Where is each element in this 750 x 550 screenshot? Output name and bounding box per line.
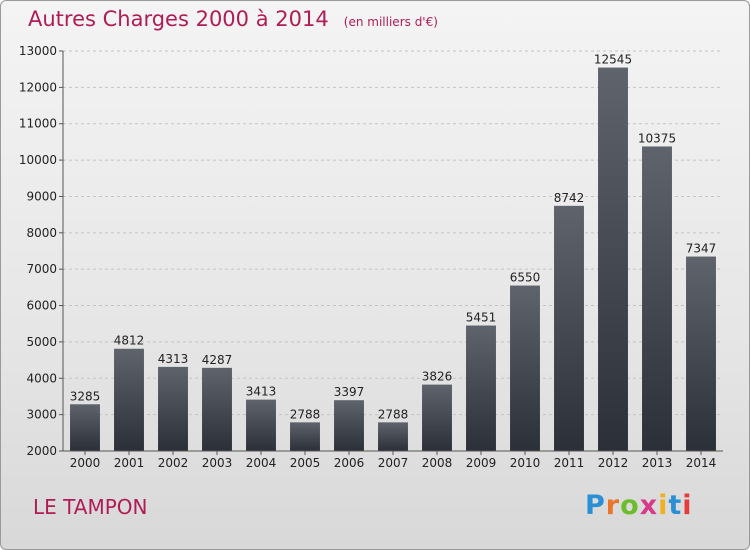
y-tick-label: 7000	[26, 262, 57, 276]
bar	[598, 67, 628, 451]
value-label: 12545	[594, 53, 632, 67]
bar	[202, 367, 232, 451]
y-tick-label: 12000	[19, 80, 57, 94]
proxiti-logo: Proxiti	[585, 490, 693, 521]
value-label: 8742	[554, 191, 585, 205]
chart-title: Autres Charges 2000 à 2014	[28, 7, 329, 31]
value-label: 3397	[334, 385, 365, 399]
x-tick-label: 2007	[378, 456, 409, 470]
bar	[510, 285, 540, 451]
bar	[554, 205, 584, 451]
logo-letter: i	[658, 490, 669, 521]
x-tick-label: 2004	[246, 456, 277, 470]
value-label: 3826	[422, 370, 453, 384]
value-label: 5451	[466, 311, 497, 325]
bar	[114, 348, 144, 451]
y-axis-ticks: 2000 3000 4000 5000 6000 7000 8000 9000 10000 110…	[19, 44, 63, 458]
x-tick-label: 2003	[202, 456, 233, 470]
logo-letter: P	[585, 490, 606, 521]
bar	[686, 256, 716, 451]
bar	[158, 366, 188, 451]
x-tick-label: 2011	[554, 456, 585, 470]
axes	[62, 51, 723, 452]
y-tick-label: 2000	[26, 444, 57, 458]
x-tick-label: 2006	[334, 456, 365, 470]
value-labels: 3285 4812 4313 4287 3413 2788 3397 2788 3826 5451…	[70, 53, 717, 422]
y-tick-label: 10000	[19, 153, 57, 167]
x-tick-label: 2012	[598, 456, 629, 470]
value-label: 10375	[638, 131, 676, 145]
bar	[422, 384, 452, 451]
value-label: 7347	[686, 242, 717, 256]
bars	[70, 67, 716, 452]
y-tick-label: 11000	[19, 117, 57, 131]
logo-letter: r	[605, 490, 621, 521]
y-tick-label: 6000	[26, 299, 57, 313]
y-tick-label: 5000	[26, 335, 57, 349]
logo-letter: x	[639, 490, 659, 521]
logo-letter: i	[682, 490, 693, 521]
y-tick-label: 4000	[26, 371, 57, 385]
commune-name: LE TAMPON	[33, 495, 148, 519]
y-tick-label: 8000	[26, 226, 57, 240]
x-tick-label: 2005	[290, 456, 321, 470]
bar	[334, 400, 364, 451]
chart-unit: (en milliers d'€)	[343, 15, 438, 29]
y-tick-label: 13000	[19, 44, 57, 58]
value-label: 6550	[510, 271, 541, 285]
logo-letter: t	[668, 490, 683, 521]
value-label: 4287	[202, 353, 233, 367]
x-tick-label: 2010	[510, 456, 541, 470]
value-label: 4812	[114, 334, 145, 348]
x-tick-label: 2002	[158, 456, 189, 470]
value-label: 2788	[290, 407, 321, 421]
x-tick-label: 2013	[642, 456, 673, 470]
y-tick-label: 3000	[26, 408, 57, 422]
chart-title-block: Autres Charges 2000 à 2014 (en milliers …	[28, 7, 438, 31]
y-tick-label: 9000	[26, 189, 57, 203]
logo-letter: o	[620, 490, 640, 521]
bar	[246, 399, 276, 451]
bar	[466, 325, 496, 451]
x-tick-label: 2009	[466, 456, 497, 470]
bar	[290, 422, 320, 451]
bar	[378, 422, 408, 451]
value-label: 4313	[158, 352, 189, 366]
value-label: 2788	[378, 407, 409, 421]
x-tick-label: 2014	[686, 456, 717, 470]
bar	[70, 404, 100, 451]
x-tick-label: 2001	[114, 456, 145, 470]
x-tick-label: 2008	[422, 456, 453, 470]
value-label: 3285	[70, 389, 101, 403]
x-axis-ticks: 2000 2001 2002 2003 2004 2005 2006 2007 2008 2009…	[70, 451, 717, 470]
bar	[642, 146, 672, 452]
x-tick-label: 2000	[70, 456, 101, 470]
value-label: 3413	[246, 385, 277, 399]
